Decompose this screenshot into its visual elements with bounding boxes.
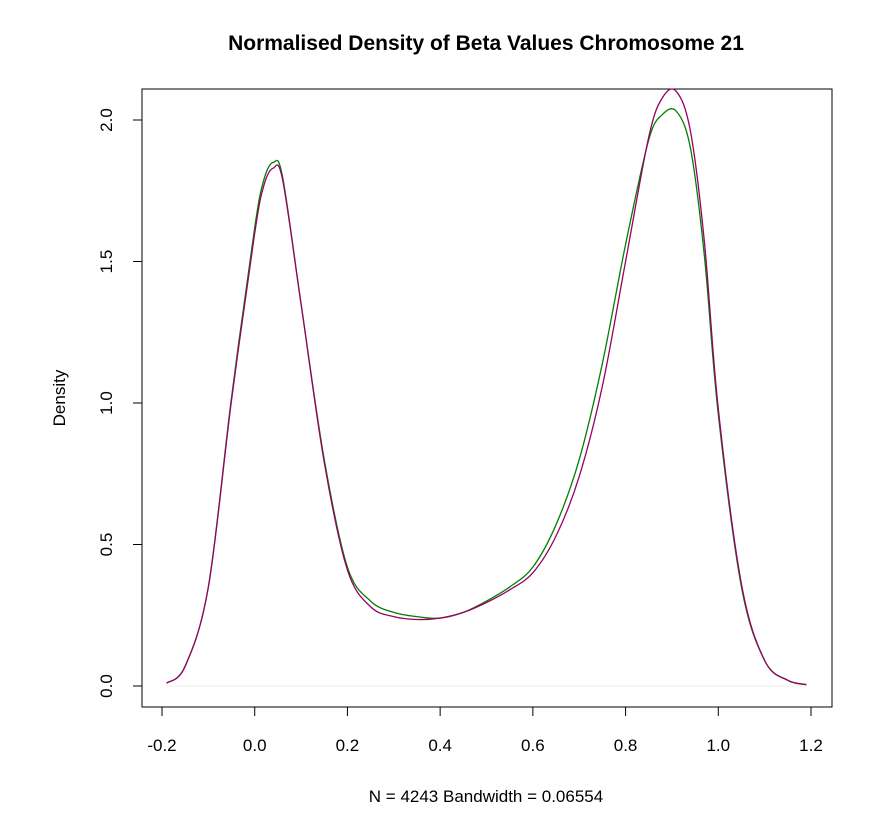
plot-frame xyxy=(141,88,833,708)
x-axis-label: N = 4243 Bandwidth = 0.06554 xyxy=(369,787,603,806)
x-tick-label: 0.4 xyxy=(428,736,452,755)
x-tick-label: 1.0 xyxy=(706,736,730,755)
y-axis-label: Density xyxy=(50,369,69,426)
y-tick-label: 1.5 xyxy=(97,250,116,274)
x-axis: -0.2 0.0 0.2 0.4 0.6 0.8 1.0 1.2 xyxy=(147,706,823,755)
x-tick-label: 0.2 xyxy=(336,736,360,755)
y-tick-label: 0.5 xyxy=(97,533,116,557)
x-tick-label: -0.2 xyxy=(147,736,176,755)
x-tick-label: 0.6 xyxy=(521,736,545,755)
density-curve-2 xyxy=(166,88,807,686)
y-tick-label: 0.0 xyxy=(97,674,116,698)
x-tick-label: 0.8 xyxy=(614,736,638,755)
y-axis: 0.0 0.5 1.0 1.5 2.0 xyxy=(97,108,143,698)
y-tick-label: 1.0 xyxy=(97,391,116,415)
y-tick-label: 2.0 xyxy=(97,108,116,132)
chart-title: Normalised Density of Beta Values Chromo… xyxy=(228,32,744,55)
x-tick-label: 1.2 xyxy=(799,736,823,755)
series-layer xyxy=(166,88,807,686)
density-curve-1 xyxy=(166,108,807,686)
x-tick-label: 0.0 xyxy=(243,736,267,755)
